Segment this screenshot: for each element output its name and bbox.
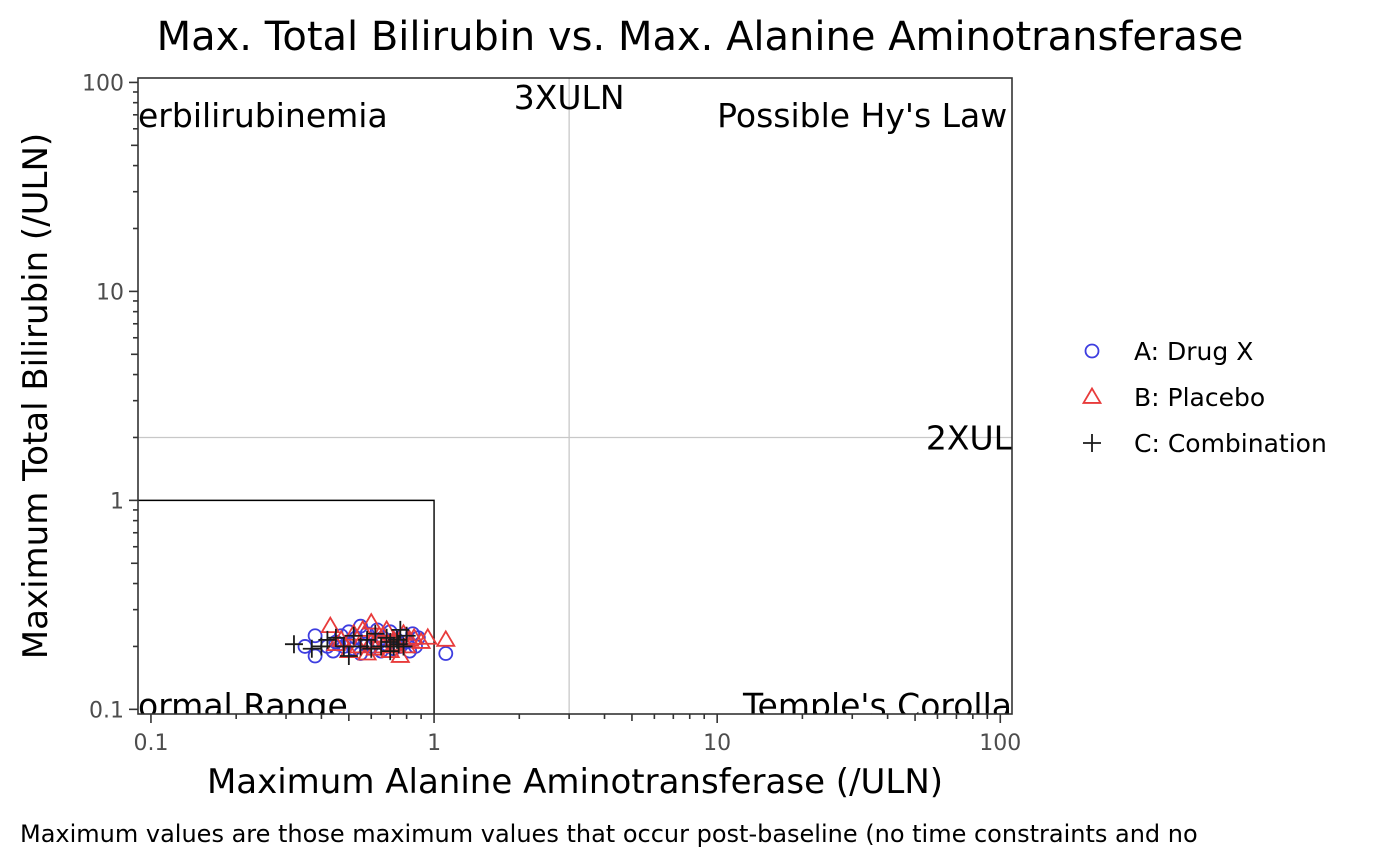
legend-label: C: Combination bbox=[1134, 429, 1327, 458]
data-point bbox=[318, 630, 337, 649]
data-point bbox=[320, 615, 341, 634]
data-point bbox=[326, 628, 345, 647]
legend: A: Drug X B: Placebo C: Combination bbox=[1081, 337, 1327, 458]
x-tick-label: 10 bbox=[703, 731, 731, 756]
region-annotation: 2XUL bbox=[926, 418, 1013, 457]
plot-panel bbox=[138, 78, 1012, 714]
data-point bbox=[390, 645, 411, 663]
y-axis-title: Maximum Total Bilirubin (/ULN) bbox=[16, 133, 56, 659]
x-tick-label: 100 bbox=[979, 731, 1021, 756]
region-annotation: Possible Hy's Law R bbox=[717, 96, 1041, 135]
data-point bbox=[334, 637, 353, 656]
y-tick-label: 100 bbox=[82, 71, 124, 96]
region-annotation: ormal Range bbox=[138, 686, 348, 725]
region-annotation: 3XULN bbox=[514, 78, 625, 117]
x-axis-title: Maximum Alanine Aminotransferase (/ULN) bbox=[207, 762, 943, 802]
legend-key bbox=[1084, 343, 1100, 359]
data-point bbox=[284, 635, 303, 654]
legend-label: A: Drug X bbox=[1134, 337, 1253, 366]
region-annotations: erbilirubinemia 3XULN Possible Hy's Law R 2… bbox=[138, 78, 1041, 725]
data-point bbox=[348, 636, 369, 654]
data-point bbox=[366, 624, 385, 643]
x-tick-label: 0.1 bbox=[133, 731, 168, 756]
y-axis: 0.1 1 10 100 bbox=[82, 71, 138, 723]
data-point bbox=[411, 631, 432, 649]
data-point bbox=[362, 639, 381, 658]
region-annotation: erbilirubinemia bbox=[138, 96, 388, 135]
data-point bbox=[381, 633, 400, 652]
data-points bbox=[284, 612, 456, 665]
legend-key bbox=[1083, 434, 1101, 452]
legend-key bbox=[1081, 386, 1103, 404]
y-tick-label: 10 bbox=[96, 280, 124, 305]
data-point bbox=[361, 612, 382, 630]
reference-lines bbox=[138, 78, 1012, 714]
data-point bbox=[435, 629, 456, 647]
y-tick-label: 0.1 bbox=[89, 698, 124, 723]
data-point bbox=[394, 637, 413, 656]
caption: Maximum values are those maximum values … bbox=[20, 820, 1198, 848]
x-axis: 0.1 1 10 100 bbox=[133, 714, 1021, 756]
data-point bbox=[397, 626, 416, 645]
panel-border bbox=[137, 77, 1013, 715]
data-point bbox=[339, 647, 358, 665]
data-point bbox=[417, 627, 438, 645]
data-point bbox=[307, 628, 323, 644]
legend-label: B: Placebo bbox=[1134, 383, 1265, 412]
data-point bbox=[385, 633, 406, 652]
y-tick-label: 1 bbox=[110, 489, 124, 514]
region-annotation: Temple's Corolla bbox=[742, 686, 1012, 725]
data-point bbox=[377, 628, 396, 647]
data-point bbox=[438, 646, 454, 661]
data-point bbox=[344, 626, 363, 645]
data-point bbox=[302, 639, 321, 658]
data-point bbox=[325, 633, 346, 652]
chart-title: Max. Total Bilirubin vs. Max. Alanine Am… bbox=[157, 14, 1244, 60]
normal-range-box bbox=[138, 499, 435, 714]
data-point bbox=[389, 635, 408, 654]
x-tick-label: 1 bbox=[427, 731, 441, 756]
